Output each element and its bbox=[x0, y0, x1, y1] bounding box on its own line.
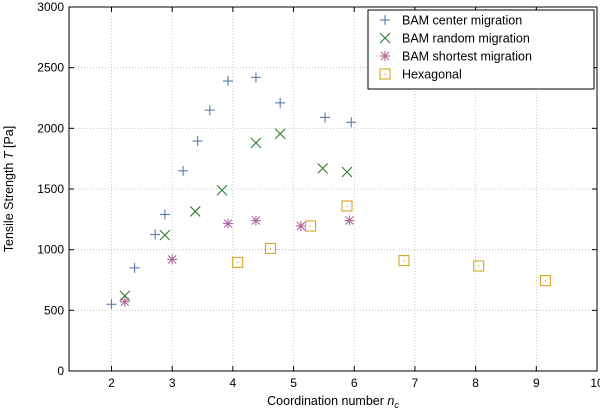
data-point bbox=[250, 72, 261, 83]
data-point bbox=[159, 229, 171, 241]
data-point bbox=[274, 128, 286, 140]
legend-label: BAM shortest migration bbox=[402, 50, 532, 64]
data-point bbox=[320, 112, 331, 123]
legend-marker bbox=[379, 32, 391, 44]
data-point bbox=[346, 117, 357, 128]
series-bam-shortest-migration bbox=[119, 215, 355, 307]
data-point bbox=[232, 256, 244, 268]
data-point bbox=[223, 76, 234, 87]
data-point bbox=[250, 137, 262, 149]
data-point bbox=[341, 200, 353, 212]
y-axis-label: Tensile Strength T [Pa] bbox=[2, 126, 16, 253]
data-point bbox=[119, 296, 130, 307]
data-point bbox=[223, 218, 234, 229]
y-tick-label: 3000 bbox=[37, 0, 64, 14]
data-point bbox=[341, 166, 353, 178]
x-tick-label: 5 bbox=[290, 376, 297, 390]
series-hexagonal bbox=[232, 200, 551, 287]
data-point bbox=[204, 105, 215, 116]
data-point bbox=[189, 206, 201, 217]
data-point bbox=[264, 242, 277, 255]
legend-marker bbox=[380, 51, 390, 61]
y-tick-label: 500 bbox=[44, 303, 64, 317]
axis-ticks: 2 3 4 5 6 7 8 9 10 0 500 1000 1500 2000 2500 3000 bbox=[37, 0, 600, 390]
data-point bbox=[129, 262, 140, 273]
x-tick-label: 6 bbox=[351, 376, 358, 390]
x-tick-label: 9 bbox=[533, 376, 540, 390]
data-point bbox=[344, 215, 355, 226]
data-point bbox=[398, 255, 410, 267]
x-axis-label: Coordination number nc bbox=[267, 394, 399, 410]
x-tick-label: 7 bbox=[412, 376, 419, 390]
legend-box bbox=[367, 9, 595, 90]
y-tick-label: 1500 bbox=[37, 182, 64, 196]
data-point bbox=[539, 275, 551, 287]
legend-entry: BAM random migration bbox=[379, 32, 530, 46]
data-point bbox=[317, 162, 329, 174]
data-point bbox=[192, 136, 203, 147]
data-point bbox=[216, 184, 228, 196]
y-tick-label: 1000 bbox=[37, 243, 64, 257]
series-bam-random-migration bbox=[119, 128, 353, 302]
legend-label: BAM random migration bbox=[402, 32, 530, 46]
x-tick-label: 4 bbox=[230, 376, 237, 390]
x-tick-label: 10 bbox=[590, 376, 600, 390]
y-tick-label: 0 bbox=[57, 364, 64, 378]
data-point bbox=[250, 215, 261, 226]
data-point bbox=[167, 254, 178, 265]
y-tick-label: 2500 bbox=[37, 61, 64, 75]
legend-marker bbox=[379, 68, 391, 80]
data-point bbox=[178, 165, 189, 176]
legend-entry: BAM shortest migration bbox=[380, 50, 532, 64]
legend-label: Hexagonal bbox=[402, 68, 462, 82]
y-tick-label: 2000 bbox=[37, 121, 64, 135]
data-point bbox=[275, 97, 286, 108]
x-tick-label: 8 bbox=[472, 376, 479, 390]
x-tick-label: 3 bbox=[169, 376, 176, 390]
legend-label: BAM center migration bbox=[402, 14, 522, 28]
legend-entry: Hexagonal bbox=[379, 68, 462, 82]
legend-marker bbox=[380, 15, 390, 25]
data-point bbox=[159, 209, 170, 220]
data-point bbox=[150, 229, 161, 240]
data-point bbox=[473, 260, 485, 272]
data-point bbox=[295, 221, 306, 232]
legend-entry: BAM center migration bbox=[380, 14, 522, 28]
series-bam-center-migration bbox=[106, 72, 357, 310]
data-point bbox=[304, 220, 317, 232]
x-tick-label: 2 bbox=[108, 376, 115, 390]
legend: BAM center migration BAM random migration… bbox=[367, 9, 595, 90]
data-points bbox=[106, 72, 551, 310]
data-point bbox=[106, 299, 117, 310]
